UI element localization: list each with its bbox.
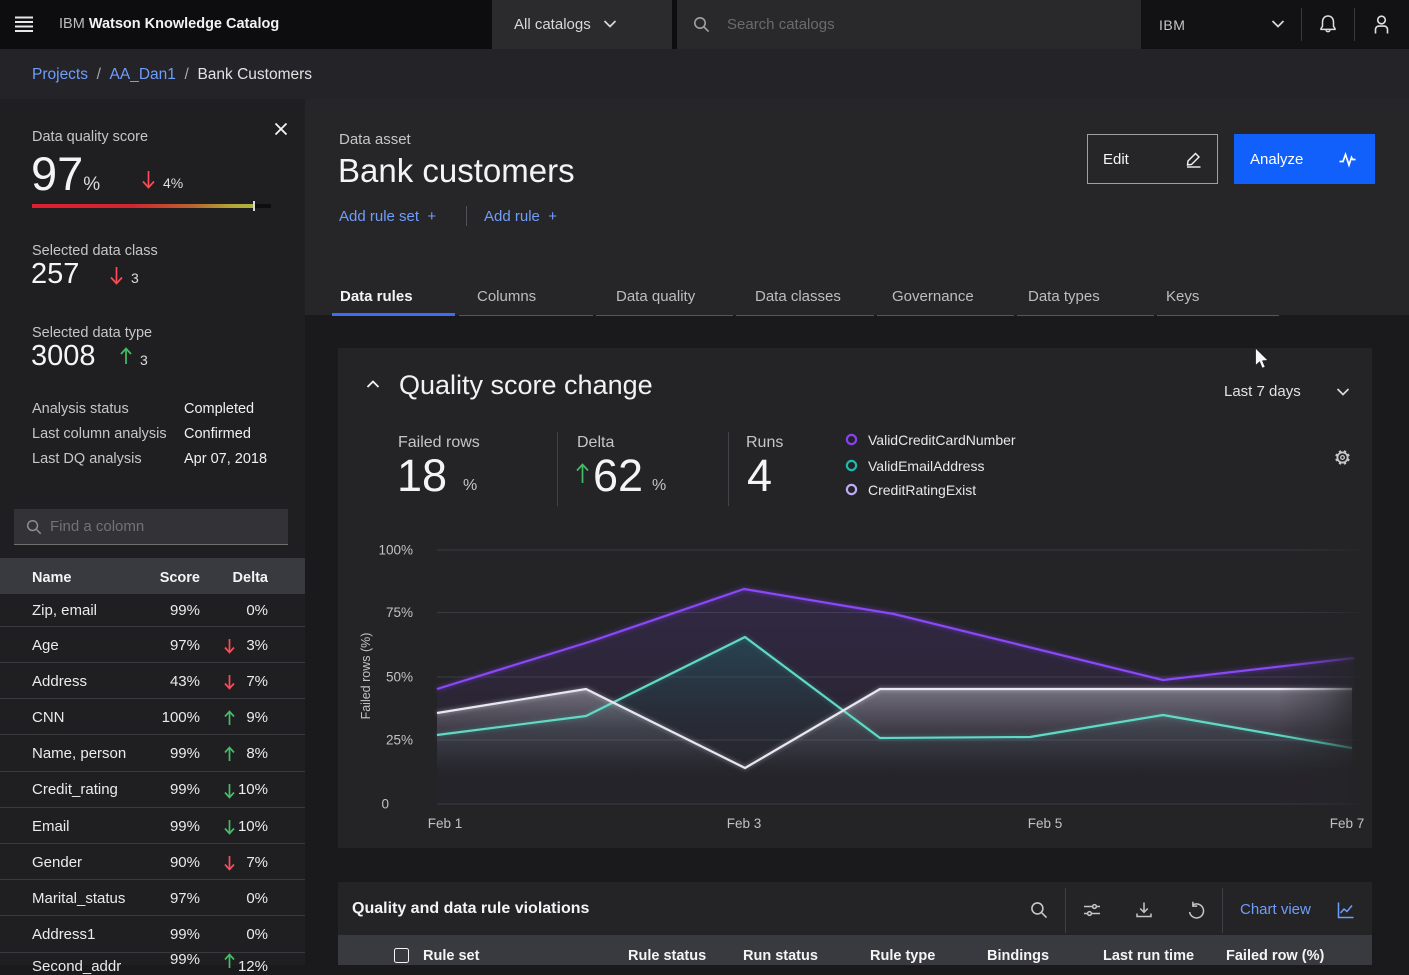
svg-text:75%: 75% [386,605,413,620]
svg-text:50%: 50% [386,670,413,685]
svg-text:Feb 7: Feb 7 [1330,816,1365,831]
svg-text:Feb 5: Feb 5 [1028,816,1063,831]
svg-text:Feb 1: Feb 1 [428,816,463,831]
svg-text:25%: 25% [386,733,413,748]
svg-text:Feb 3: Feb 3 [727,816,762,831]
svg-text:100%: 100% [378,543,413,558]
svg-text:Failed rows (%): Failed rows (%) [359,633,373,720]
svg-text:0: 0 [381,797,389,812]
